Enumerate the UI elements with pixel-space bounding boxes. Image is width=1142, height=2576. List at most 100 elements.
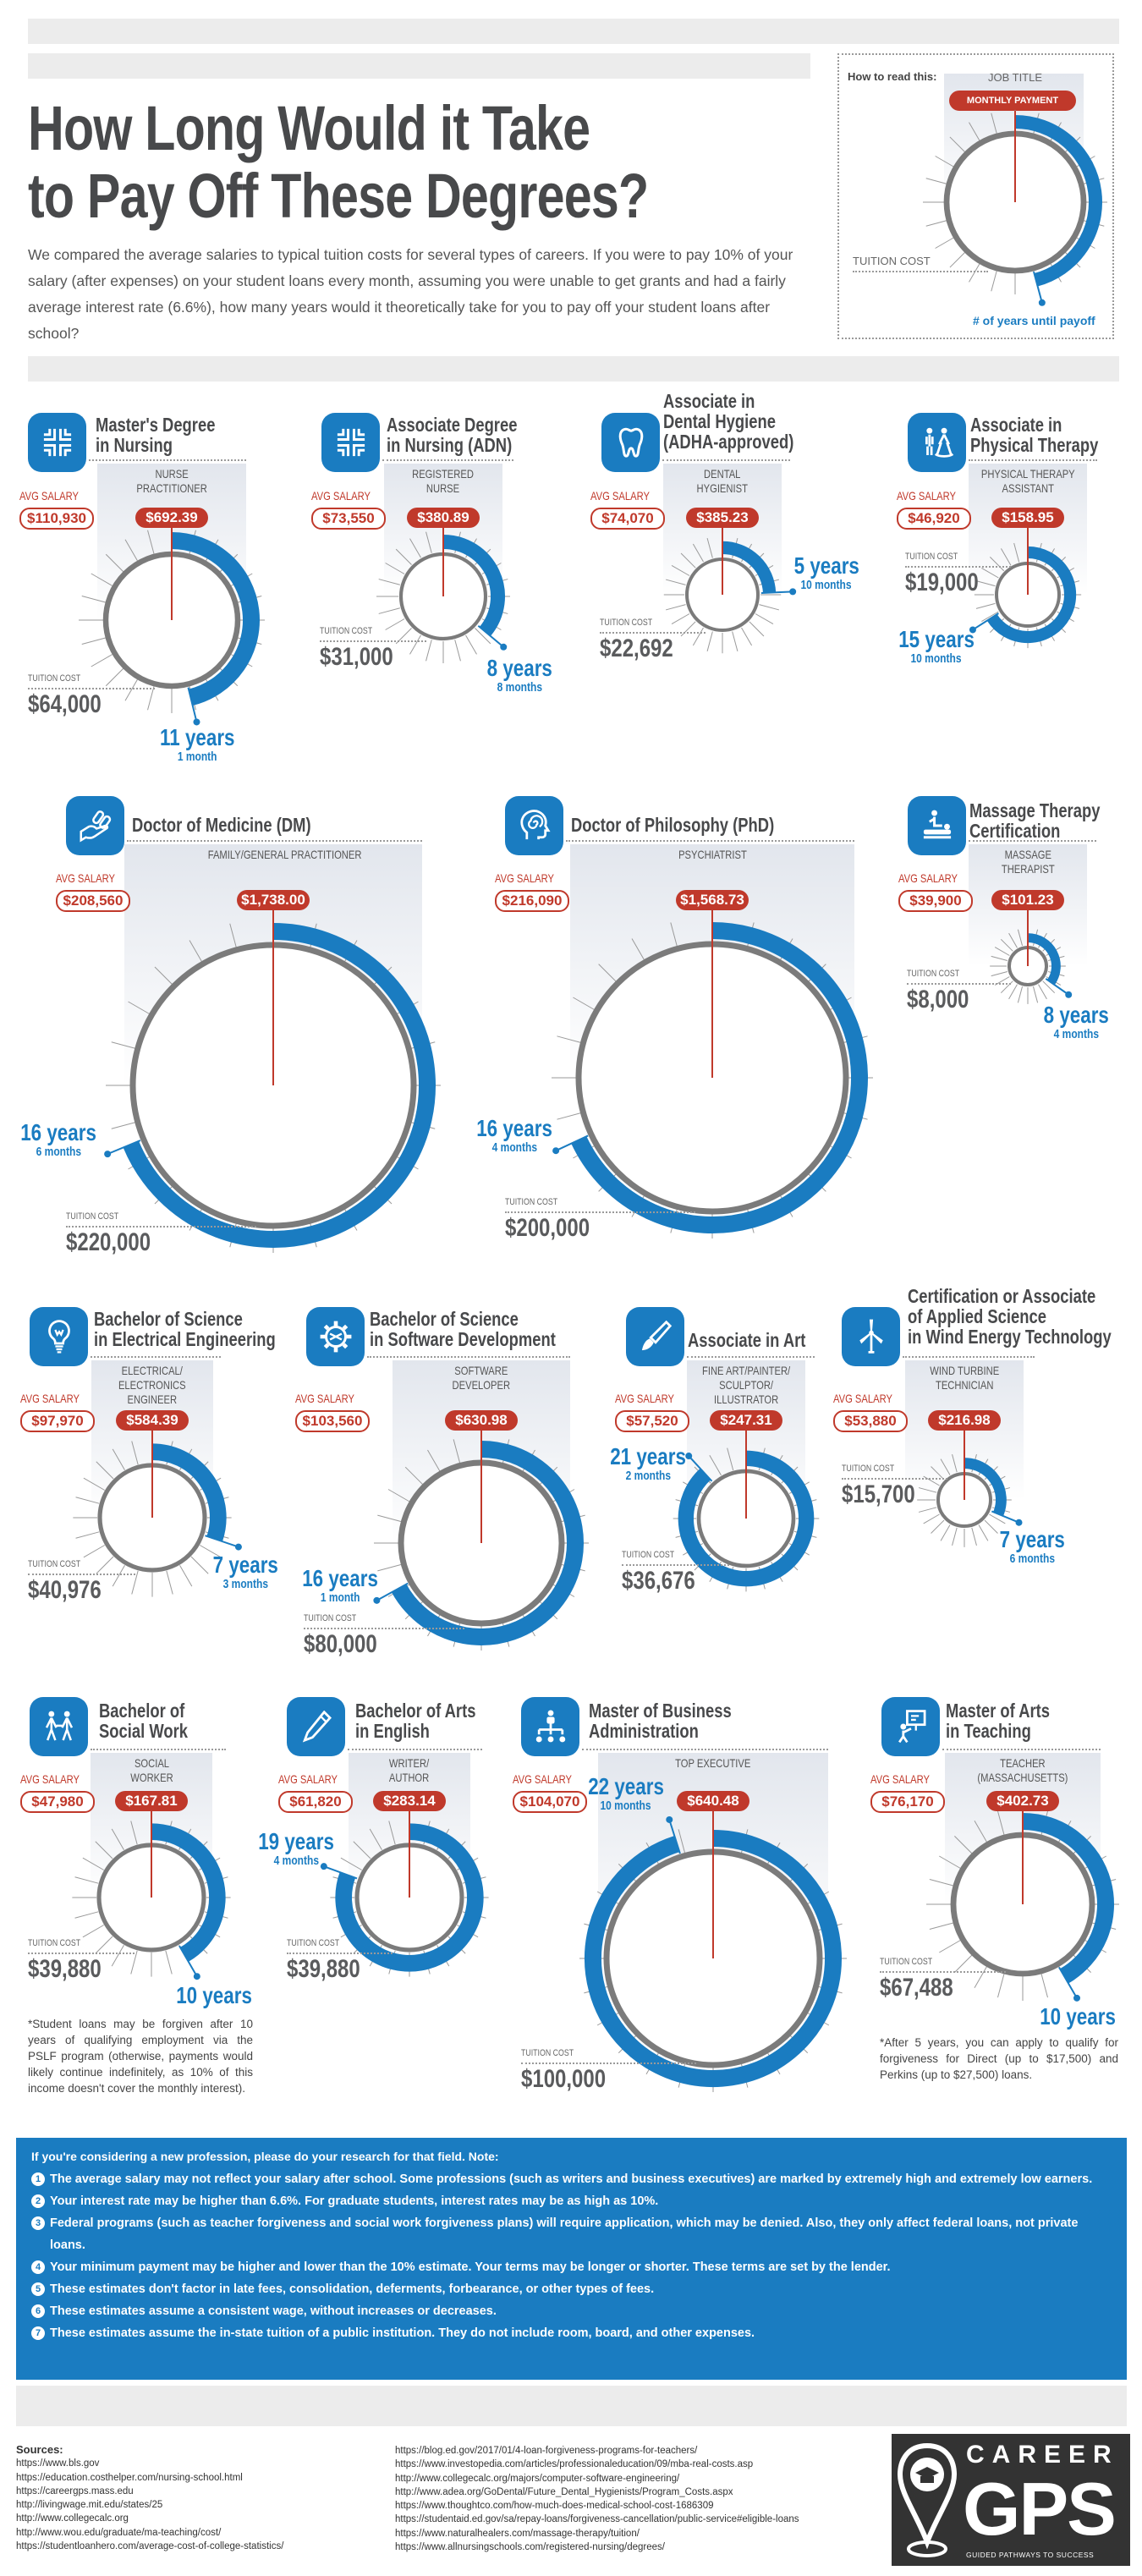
- source-link[interactable]: https://studentaid.ed.gov/sa/repay-loans…: [395, 2514, 799, 2525]
- gauge-tick: [105, 667, 124, 687]
- years-value-text: 21 years: [610, 1443, 686, 1469]
- gauge-tick: [940, 1524, 951, 1541]
- title-divider: [89, 459, 246, 461]
- gauge-tick: [671, 564, 690, 576]
- avg-salary-label: AVG SALARY: [295, 1392, 369, 1405]
- source-link[interactable]: http://livingwage.mit.edu/states/25: [16, 2500, 163, 2511]
- gauge-tick: [75, 1497, 100, 1504]
- gauge-tick: [111, 1945, 124, 1967]
- job-title: TEACHER (MASSACHUSETTS): [938, 1756, 1107, 1785]
- years-value: 16 years: [281, 1567, 399, 1590]
- note-text: Your minimum payment may be higher and l…: [50, 2260, 891, 2274]
- degree-title-text: Master of Arts in Teaching: [946, 1700, 1051, 1742]
- source-link[interactable]: https://studentloanhero.com/average-cost…: [16, 2541, 284, 2552]
- payoff-dot: [320, 1863, 327, 1870]
- degree-title-text: Bachelor of Social Work: [99, 1700, 188, 1742]
- payoff-arc: [442, 535, 505, 636]
- tuition-cost-value-text: $39,880: [287, 1955, 360, 1983]
- payoff-arc: [1014, 115, 1102, 287]
- source-link[interactable]: https://education.costhelper.com/nursing…: [16, 2472, 243, 2483]
- job-title-text: REGISTERED NURSE: [412, 467, 475, 495]
- gauge-tick: [81, 637, 106, 645]
- years-to-payoff: 10 years: [1018, 2005, 1137, 2029]
- source-link[interactable]: https://www.bls.gov: [16, 2458, 100, 2469]
- degree-title: Associate in Physical Therapy: [970, 415, 1130, 455]
- gauge-tick: [727, 1447, 734, 1471]
- tuition-cost-label-text: TUITION COST: [842, 1464, 895, 1474]
- tuition-cost-value-text: $67,488: [880, 1974, 953, 2002]
- years-value-text: 10 years: [176, 1982, 252, 2008]
- degree-title-text: Bachelor of Science in Software Developm…: [370, 1308, 556, 1350]
- source-link[interactable]: http://www.collegecalc.org/majors/comput…: [395, 2473, 680, 2484]
- degree-title-text: Master's Degree in Nursing: [96, 414, 216, 456]
- note-number: 7: [31, 2326, 45, 2340]
- payoff-gauge: [673, 1431, 820, 1592]
- avg-salary-badge: $208,560: [56, 890, 130, 912]
- gauge-tick: [759, 604, 780, 611]
- source-link[interactable]: https://www.thoughtco.com/how-much-does-…: [395, 2501, 714, 2512]
- degree-title-text: Associate Degree in Nursing (ADN): [387, 414, 518, 456]
- degree-title: Master of Business Administration: [589, 1700, 767, 1741]
- tuition-cost-value-text: $40,976: [28, 1576, 102, 1604]
- note-text: Your interest rate may be higher than 6.…: [50, 2194, 659, 2208]
- source-link[interactable]: https://www.naturalhealers.com/massage-t…: [395, 2528, 640, 2539]
- payoff-dot: [104, 1151, 112, 1158]
- job-title-text: SOCIAL WORKER: [129, 1756, 173, 1784]
- months-value: 2 months: [589, 1469, 707, 1484]
- degree-title-text: Doctor of Philosophy (PhD): [571, 814, 775, 836]
- tuition-cost-label: TUITION COST: [28, 1559, 135, 1575]
- payoff-gauge: [663, 528, 797, 654]
- monthly-payment-badge: $247.31: [710, 1410, 782, 1431]
- avg-salary-label: AVG SALARY: [495, 871, 568, 885]
- tuition-cost-value-text: $64,000: [28, 690, 102, 718]
- payoff-pointer: [760, 590, 793, 594]
- title-divider: [582, 1749, 828, 1750]
- sources-column-2: https://blog.ed.gov/2017/01/4-loan-forgi…: [395, 2444, 799, 2554]
- source-link[interactable]: https://www.investopedia.com/articles/pr…: [395, 2459, 754, 2470]
- job-title: ELECTRICAL/ ELECTRONICS ENGINEER: [68, 1364, 237, 1407]
- source-link[interactable]: http://www.wou.edu/graduate/ma-teaching/…: [16, 2527, 222, 2538]
- tuition-cost-value-text: $39,880: [28, 1955, 102, 1983]
- source-link[interactable]: http://www.adea.org/GoDental/Future_Dent…: [395, 2486, 733, 2497]
- title-divider: [942, 1749, 1101, 1750]
- years-value-text: 7 years: [212, 1552, 278, 1578]
- monthly-payment-badge: $402.73: [986, 1791, 1059, 1811]
- gauge-tick: [82, 1857, 104, 1870]
- gauge-tick: [96, 1556, 114, 1574]
- months-value: 6 months: [0, 1145, 118, 1160]
- years-to-payoff: 8 years 4 months: [1017, 1003, 1135, 1042]
- gauge-tick: [741, 627, 753, 646]
- gauge-tick: [918, 1507, 937, 1513]
- job-title-text: ELECTRICAL/ ELECTRONICS ENGINEER: [118, 1364, 186, 1406]
- gauge-tick: [409, 634, 421, 655]
- gauge-tick: [1042, 980, 1056, 994]
- degree-title-text: Associate in Dental Hygiene (ADHA-approv…: [663, 390, 794, 453]
- source-link[interactable]: https://www.allnursingschools.com/regist…: [395, 2542, 665, 2553]
- avg-salary-badge: $57,520: [615, 1410, 689, 1432]
- source-link[interactable]: https://careergps.mass.edu: [16, 2485, 134, 2496]
- payoff-pointer: [1033, 271, 1043, 304]
- gauge-tick: [952, 1453, 958, 1473]
- note-item: 3 Federal programs (such as teacher forgi…: [31, 2212, 1112, 2256]
- avg-salary-badge: $104,070: [513, 1791, 587, 1813]
- years-to-payoff: 7 years 6 months: [973, 1528, 1091, 1567]
- source-link[interactable]: https://blog.ed.gov/2017/01/4-loan-forgi…: [395, 2446, 698, 2456]
- source-link[interactable]: http://www.collegecalc.org: [16, 2513, 129, 2524]
- tuition-cost-value: $19,000: [905, 568, 997, 597]
- gauge-tick: [991, 271, 997, 292]
- payoff-dot: [373, 1596, 381, 1604]
- gauge-tick: [111, 1122, 135, 1129]
- payoff-arc: [986, 546, 1077, 644]
- job-title-text: PHYSICAL THERAPY ASSISTANT: [980, 467, 1075, 495]
- note-item: 4 Your minimum payment may be higher and …: [31, 2256, 1112, 2278]
- years-value-text: 22 years: [588, 1773, 664, 1799]
- payoff-arc: [171, 532, 260, 706]
- gauge-tick: [923, 1513, 940, 1524]
- avg-salary-badge: $61,820: [278, 1791, 353, 1813]
- gauge-tick: [929, 1879, 954, 1887]
- years-to-payoff: 22 years 10 months: [567, 1775, 685, 1814]
- tuition-cost-value-text: $22,692: [600, 634, 673, 662]
- months-value: 1 month: [281, 1590, 399, 1606]
- job-title: SOCIAL WORKER: [67, 1756, 236, 1785]
- people-icon: [30, 1697, 88, 1756]
